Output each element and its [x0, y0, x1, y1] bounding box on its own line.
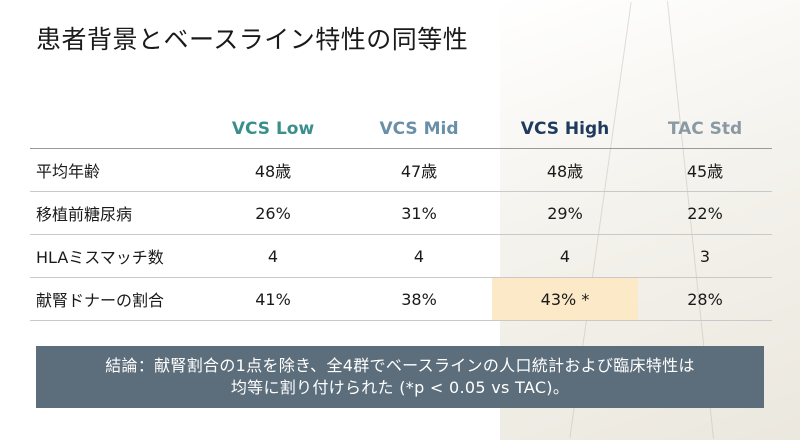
header-vcs-high: VCS High	[492, 110, 638, 149]
table-cell: 29%	[492, 191, 638, 235]
baseline-table: VCS Low VCS Mid VCS High TAC Std 平均年齢 48…	[30, 110, 772, 321]
table-row: HLAミスマッチ数 4 4 4 3	[30, 234, 772, 278]
table-cell: 4	[200, 234, 346, 278]
row-label: 移植前糖尿病	[30, 191, 200, 235]
table-cell: 4	[346, 234, 492, 278]
slide-title: 患者背景とベースライン特性の同等性	[36, 25, 469, 54]
header-vcs-low: VCS Low	[200, 110, 346, 149]
row-label: HLAミスマッチ数	[30, 234, 200, 278]
conclusion-line-1: 結論：献腎割合の1点を除き、全4群でベースラインの人口統計および臨床特性は	[105, 356, 695, 375]
row-label: 平均年齢	[30, 148, 200, 192]
table-cell: 47歳	[346, 148, 492, 192]
highlighted-cell: 43% *	[492, 277, 638, 321]
row-label: 献腎ドナーの割合	[30, 277, 200, 321]
table-cell: 3	[638, 234, 772, 278]
table-cell: 48歳	[200, 148, 346, 192]
table-cell: 38%	[346, 277, 492, 321]
header-empty	[30, 110, 200, 149]
table-cell: 28%	[638, 277, 772, 321]
table-cell: 45歳	[638, 148, 772, 192]
table-cell: 4	[492, 234, 638, 278]
table-cell: 48歳	[492, 148, 638, 192]
table-row: 平均年齢 48歳 47歳 48歳 45歳	[30, 148, 772, 192]
table-header-row: VCS Low VCS Mid VCS High TAC Std	[30, 110, 772, 149]
table-cell: 22%	[638, 191, 772, 235]
table-cell: 31%	[346, 191, 492, 235]
header-vcs-mid: VCS Mid	[346, 110, 492, 149]
table-row: 献腎ドナーの割合 41% 38% 43% * 28%	[30, 277, 772, 321]
header-tac-std: TAC Std	[638, 110, 772, 149]
conclusion-box: 結論：献腎割合の1点を除き、全4群でベースラインの人口統計および臨床特性は 均等…	[36, 346, 764, 408]
table-row: 移植前糖尿病 26% 31% 29% 22%	[30, 191, 772, 235]
table-cell: 41%	[200, 277, 346, 321]
table-cell: 26%	[200, 191, 346, 235]
conclusion-line-2: 均等に割り付けられた (*p < 0.05 vs TAC)。	[230, 378, 570, 397]
